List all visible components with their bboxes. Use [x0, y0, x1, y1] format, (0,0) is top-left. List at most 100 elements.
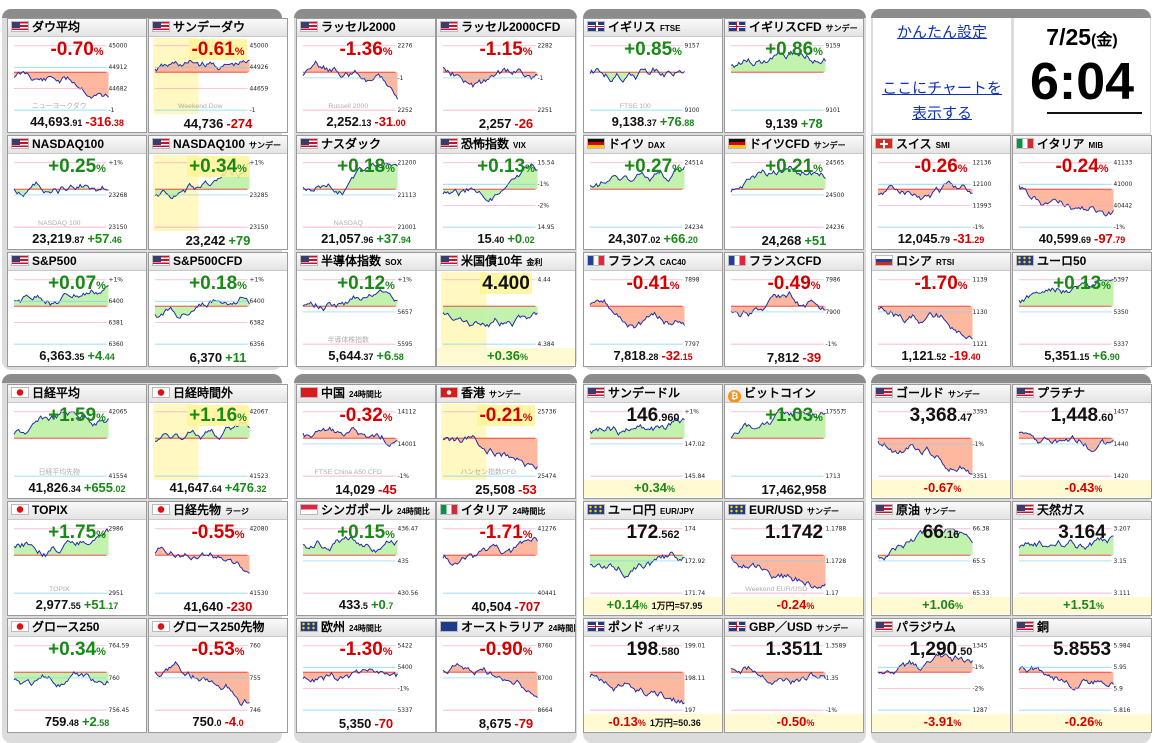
market-card[interactable]: フランスCFD 7986 7900 -1% -0.49% 7,812 -39 [724, 252, 864, 367]
axis-tick-label: 6360 [109, 342, 124, 348]
price-chart: 41276 40441 [441, 521, 571, 597]
axis-tick-label: 197 [685, 708, 697, 714]
chart-here-link[interactable]: ここにチャートを表示する [882, 80, 1002, 122]
market-card[interactable]: NASDAQ100 +1% 23268 23150 NASDAQ 100 +0.25% 23… [7, 135, 147, 250]
price-value: 2,252 [326, 114, 359, 129]
market-card[interactable]: ラッセル2000CFD 2282 -1 2251 -1.15% 2,257 -26 [436, 18, 576, 133]
market-card[interactable]: 香港 サンデー 25736 25474 ハンセン指数CFD -0.21% 25,508 -53 [436, 384, 576, 499]
big-value: +0.34 [189, 156, 238, 177]
axis-tick-label: 8664 [538, 708, 553, 714]
market-card[interactable]: イタリア MIB 41133 41000 40442 -1% -0.24% 40,599.69… [1012, 135, 1152, 250]
market-card[interactable]: イタリア 24時間比 41276 40441 -1.71% 40,504 -707 [436, 501, 576, 616]
market-card[interactable]: ドイツ DAX 24514 24234 +0.27% 24,307.02 +66.20 [583, 135, 723, 250]
market-card[interactable]: 原油 サンデー 66.38 65.5 65.33 66.16 +1.06% [871, 501, 1011, 616]
card-title-text: グロース250 [32, 620, 100, 634]
price-chart: 760 755 746 [153, 638, 283, 714]
market-card[interactable]: 米国債10年 金利 4.44 4.384 4.400 +0.36% [436, 252, 576, 367]
bitcoin-icon: ₿ [728, 390, 741, 402]
market-card[interactable]: フランス CAC40 7898 7797 -0.41% 7,818.28 -32.15 [583, 252, 723, 367]
market-card[interactable]: サンデードル +1% 147.02 145.84 146.960 +0.34% [583, 384, 723, 499]
price-chart: +1% 6400 6381 6360 [12, 272, 142, 348]
card-title: EUR/USD サンデー [725, 502, 863, 520]
chart-line [154, 296, 250, 319]
axis-tick-label: 1.35 [826, 676, 839, 682]
change-decimal: .44 [102, 352, 115, 362]
market-card[interactable]: パラジウム 1345 -1% -2% 1287 1,290.50 -3.91% [871, 618, 1011, 733]
market-card[interactable]: 銅 5.984 5.95 5.9 5.816 5.8553 -0.26% [1012, 618, 1152, 733]
change-unit: % [1094, 718, 1103, 728]
price-value: 40,504 [471, 599, 512, 614]
market-card[interactable]: シンガポール 24時間比 436.47 435 430.56 +0.15% 433.5 +0.… [296, 501, 436, 616]
change-percent: -1.30% [297, 639, 435, 663]
price-row: 41,826.34 +655.02 [8, 480, 146, 497]
card-title-text: NASDAQ100 [32, 137, 105, 151]
chart-watermark: 半導体株指数 [328, 335, 369, 344]
change-value: +51 [83, 597, 106, 612]
price-decimal: .35 [71, 352, 85, 362]
axis-tick-label: 5.95 [1114, 665, 1127, 671]
market-card[interactable]: ポンド イギリス 199.01 198.11 197 198.580 -0.13% 1万円=5… [583, 618, 723, 733]
card-title-text: S&P500 [32, 254, 77, 268]
market-card[interactable]: 欧州 24時間比 5422 5400 -1% 5337 -1.30% 5,350 -70 [296, 618, 436, 733]
conversion-note: 1万円=57.95 [651, 601, 703, 611]
card-title: NASDAQ100 [8, 136, 146, 154]
market-card[interactable]: ラッセル2000 2276 -1 2252 Russell 2000 -1.36% 2,25… [296, 18, 436, 133]
market-card[interactable]: 半導体指数 SOX +1% 5657 5595 半導体株指数 +0.12% 5,644.37 +… [296, 252, 436, 367]
market-card[interactable]: 日経先物 ラージ 42080 41530 -0.55% 41,640 -230 [148, 501, 288, 616]
axis-tick-label: -1% [973, 665, 985, 671]
card-title: 銅 [1013, 619, 1151, 637]
big-value: +0.21 [765, 156, 814, 177]
chart-watermark: FTSE China A50 CFD [315, 469, 382, 476]
market-card[interactable]: 恐怖指数 VIX 15.54 -1% -2% 14.95 +0.13% 15.40 +0.02 [436, 135, 576, 250]
market-card[interactable]: S&P500 +1% 6400 6381 6360 +0.07% 6,363.35 +4.44 [7, 252, 147, 367]
market-card[interactable]: S&P500CFD +1% 6400 6382 6356 +0.18% 6,370 +11 [148, 252, 288, 367]
price-chart: 5.984 5.95 5.9 5.816 [1017, 638, 1147, 714]
market-card[interactable]: EUR/USD サンデー 1.1788 1.1728 1.17 Weekend EUR/U… [724, 501, 864, 616]
price-chart: 2986 2951 TOPIX [12, 521, 142, 597]
market-card[interactable]: NASDAQ100 サンデー +1% 23285 23150 +0.34% 23,242 +7… [148, 135, 288, 250]
market-card[interactable]: グロース250 764.59 760 756.45 +0.34% 759.48 +2.58 [7, 618, 147, 733]
market-card[interactable]: ナスダック 21200 21113 21001 NASDAQ +0.18% 21,057.9… [296, 135, 436, 250]
market-card[interactable]: 日経平均 42065 41554 日経平均先物 +1.59% 41,826.34 +655.… [7, 384, 147, 499]
market-card[interactable]: ユーロ50 5397 5350 5337 +0.13% 5,351.15 +6.90 [1012, 252, 1152, 367]
market-card[interactable]: ロシア RTSI 1139 1130 1121 -1.70% 1,121.52 -19.40 [871, 252, 1011, 367]
market-card[interactable]: 天然ガス 3.207 3.15 3.111 3.164 +1.51% [1012, 501, 1152, 616]
card-subtitle: サンデー [807, 507, 840, 516]
card-title-text: 原油 [896, 503, 921, 517]
change-value: +37 [376, 231, 399, 246]
price-change: -230 [226, 599, 252, 614]
price-change: -0.43% [1065, 480, 1103, 495]
price-chart: 41133 41000 40442 -1% [1017, 155, 1147, 231]
market-card[interactable]: プラチナ 1457 1440 1420 1,448.60 -0.43% [1012, 384, 1152, 499]
market-card[interactable]: 日経時間外 42067 41523 +1.16% 41,647.64 +476.32 [148, 384, 288, 499]
change-value: +78 [800, 116, 823, 131]
market-card[interactable]: サンデーダウ 45000 44926 44659 -1 Weekend Dow -0.61%… [148, 18, 288, 133]
price-change: +0.02 [507, 231, 534, 246]
chart-area [154, 421, 250, 442]
market-card[interactable]: ₿ ビットコイン 1755万 1713 +1.03% 17,462,958 [724, 384, 864, 499]
price-row: +1.06% [872, 597, 1010, 614]
market-card[interactable]: グロース250先物 760 755 746 -0.53% 750.0 -4.0 [148, 618, 288, 733]
market-card[interactable]: スイス SMI 12136 12100 11993 -1% -0.26% 12,045.79-… [871, 135, 1011, 250]
market-card[interactable]: 中国 24時間比 14112 14001 -1% FTSE China A50 CFD -0… [296, 384, 436, 499]
market-card[interactable]: GBP／USD サンデー 1.3589 1.35 -1% 1.3511 -0.50% [724, 618, 864, 733]
market-card[interactable]: イギリス FTSE 9157 9100 FTSE 100 +0.85% 9,138.37 +7… [583, 18, 723, 133]
change-percent: -0.24% [1013, 156, 1151, 180]
market-card[interactable]: オーストラリア24時間比 8760 8700 8664 -0.90% 8,675-79 [436, 618, 576, 733]
market-card[interactable]: イギリスCFD サンデー 9159 9101 +0.86% 9,139 +78 [724, 18, 864, 133]
market-card[interactable]: TOPIX 2986 2951 TOPIX +1.75% 2,977.55 +51.17 [7, 501, 147, 616]
market-card[interactable]: ドイツCFD サンデー 24565 24500 24236 +0.21% 24,268 +51 [724, 135, 864, 250]
price-chart: +1% 147.02 145.84 [588, 404, 718, 480]
market-card[interactable]: ゴールド サンデー 3393 -1% 3351 3,368.47 -0.67% [871, 384, 1011, 499]
market-card[interactable]: ユーロ円 EUR/JPY 174 172.92 171.74 172.562 +0.14% 1… [583, 501, 723, 616]
axis-tick-label: 9100 [685, 108, 700, 114]
market-card[interactable]: ダウ平均 45000 44912 44682 -1 ニューヨークダウ -0.70% 44,69… [7, 18, 147, 133]
easy-settings-link[interactable]: かんたん設定 [896, 24, 987, 41]
chart-line [589, 551, 685, 579]
change-percent: +0.13% [437, 156, 575, 180]
card-subtitle: EUR/JPY [660, 507, 695, 516]
big-decimal: .60 [1098, 412, 1114, 424]
big-value: -0.90 [479, 639, 523, 660]
change-decimal: .29 [971, 235, 985, 245]
price-chart: 199.01 198.11 197 [588, 638, 718, 714]
